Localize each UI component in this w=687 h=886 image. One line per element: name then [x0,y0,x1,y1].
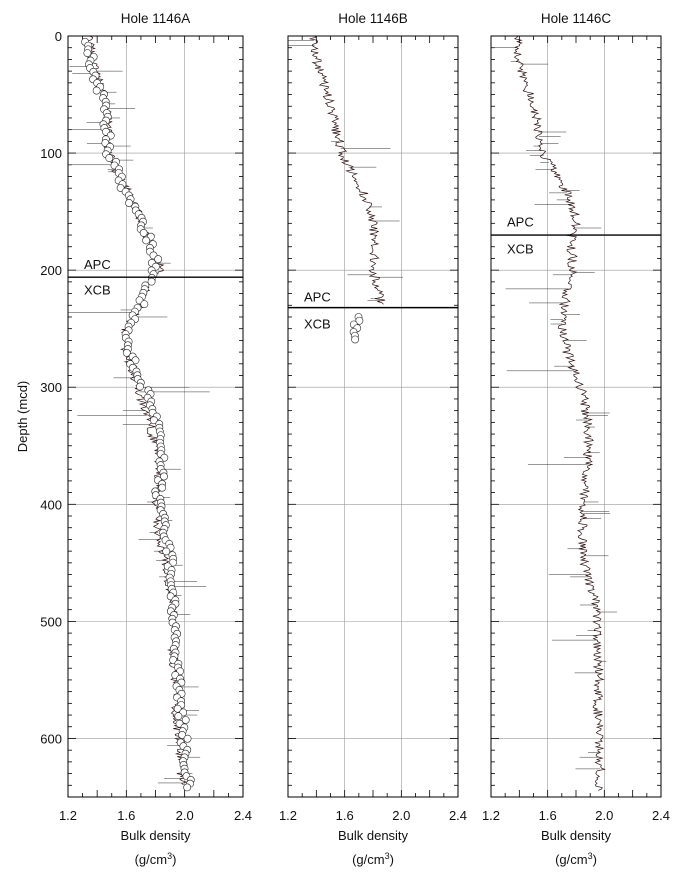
data-point [83,49,92,57]
data-point [142,236,150,245]
x-tick-label: 2.4 [449,808,467,823]
x-tick-label: 1.2 [279,808,297,823]
annotation-xcb: XCB [507,242,534,257]
y-tick-label: 400 [40,497,62,512]
annotation-apc: APC [507,215,534,230]
y-tick-label: 100 [40,146,62,161]
annotation-apc: APC [304,290,331,305]
data-point [183,783,192,792]
data-point [131,356,140,365]
annotation-xcb: XCB [304,317,331,332]
x-axis-unit: (g/cm3) [555,851,597,867]
x-axis-unit: (g/cm3) [135,851,177,867]
data-point [140,300,149,309]
x-axis-unit: (g/cm3) [352,851,394,867]
panel-3: APC XCB Hole 1146C 1.2 1.6 2.0 2.4 Bulk density… [482,11,670,867]
data-point [122,348,131,357]
data-point [92,86,101,95]
y-tick-label: 500 [40,614,62,629]
series-trace [309,35,386,305]
panel-title: Hole 1146B [338,11,408,26]
annotation-apc: APC [84,257,111,272]
panel-title: Hole 1146A [121,11,191,26]
x-axis-unit-exp: 3 [385,851,390,861]
x-axis-label: Bulk density [541,828,612,843]
x-axis-unit-close: ) [172,852,176,867]
data-point [174,712,183,721]
y-axis-label: Depth (mcd) [15,381,30,453]
x-tick-label: 1.2 [482,808,500,823]
data-point [147,277,156,286]
x-axis-unit-base: (g/cm [352,852,385,867]
x-tick-label: 1.2 [59,808,77,823]
x-axis-unit-close: ) [593,852,597,867]
x-tick-label: 1.6 [539,808,557,823]
panel-1: APC XCB Hole 1146A 1.2 1.6 2.0 2.4 Bulk density… [59,11,252,867]
data-point [136,382,144,391]
plot-frame [490,35,662,798]
data-point [154,255,163,264]
data-point [183,734,192,743]
x-tick-label: 2.0 [595,808,613,823]
panel-title: Hole 1146C [541,11,612,26]
data-point [173,704,182,713]
x-axis-label: Bulk density [120,828,191,843]
data-point [158,483,167,492]
annotation-xcb: XCB [84,283,111,298]
data-point [351,335,360,344]
y-tick-label: 300 [40,380,62,395]
data-point [169,558,177,567]
data-point [160,472,168,481]
y-tick-label: 0 [55,29,62,44]
plot-frame [287,35,459,798]
data-point [125,199,133,207]
y-tick-label: 200 [40,263,62,278]
data-point [150,416,158,425]
x-axis-label: Bulk density [338,828,409,843]
x-tick-label: 1.6 [117,808,135,823]
x-tick-label: 2.4 [234,808,252,823]
x-axis-unit-exp: 3 [588,851,593,861]
panel-2: APC XCB Hole 1146B 1.2 1.6 2.0 2.4 Bulk density… [279,11,467,867]
x-axis-unit-exp: 3 [167,851,172,861]
x-tick-label: 1.6 [336,808,354,823]
data-point [178,731,187,739]
data-point [181,716,190,724]
series-trace [513,35,606,791]
x-tick-label: 2.0 [176,808,194,823]
x-tick-label: 2.0 [392,808,410,823]
x-axis-unit-close: ) [390,852,394,867]
data-point [162,547,171,556]
data-point [105,154,114,162]
x-axis-unit-base: (g/cm [555,852,588,867]
plot-frame [67,35,244,798]
y-tick-label: 600 [40,731,62,746]
x-axis-unit-base: (g/cm [135,852,168,867]
data-point [139,229,148,237]
x-tick-label: 2.4 [652,808,670,823]
data-point [355,316,364,325]
